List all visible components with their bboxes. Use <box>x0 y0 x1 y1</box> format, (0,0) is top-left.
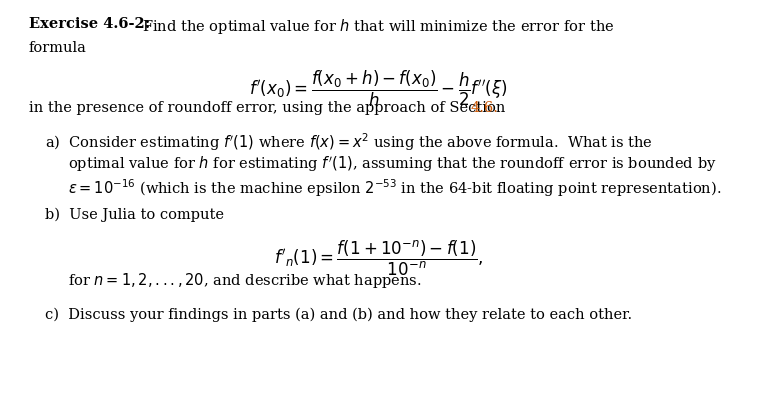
Text: optimal value for $h$ for estimating $f'(1)$, assuming that the roundoff error i: optimal value for $h$ for estimating $f'… <box>68 154 717 174</box>
Text: formula: formula <box>29 41 86 55</box>
Text: $\epsilon = 10^{-16}$ (which is the machine epsilon $2^{-53}$ in the 64-bit floa: $\epsilon = 10^{-16}$ (which is the mach… <box>68 178 721 199</box>
Text: b)  Use Julia to compute: b) Use Julia to compute <box>45 208 224 222</box>
Text: for $n = 1, 2, ..., 20$, and describe what happens.: for $n = 1, 2, ..., 20$, and describe wh… <box>68 271 422 290</box>
Text: 4.6.: 4.6. <box>470 101 498 115</box>
Text: Find the optimal value for $h$ that will minimize the error for the: Find the optimal value for $h$ that will… <box>142 17 614 36</box>
Text: a)  Consider estimating $f'(1)$ where $f(x) = x^2$ using the above formula.  Wha: a) Consider estimating $f'(1)$ where $f(… <box>45 131 653 153</box>
Text: $f'_n(1) = \dfrac{f(1+10^{-n})-f(1)}{10^{-n}},$: $f'_n(1) = \dfrac{f(1+10^{-n})-f(1)}{10^… <box>274 239 483 278</box>
Text: Exercise 4.6-2:: Exercise 4.6-2: <box>29 17 150 31</box>
Text: $f'(x_0) = \dfrac{f(x_0+h)-f(x_0)}{h} - \dfrac{h}{2}f''(\xi)$: $f'(x_0) = \dfrac{f(x_0+h)-f(x_0)}{h} - … <box>249 69 508 109</box>
Text: c)  Discuss your findings in parts (a) and (b) and how they relate to each other: c) Discuss your findings in parts (a) an… <box>45 307 633 322</box>
Text: in the presence of roundoff error, using the approach of Section: in the presence of roundoff error, using… <box>29 101 509 115</box>
